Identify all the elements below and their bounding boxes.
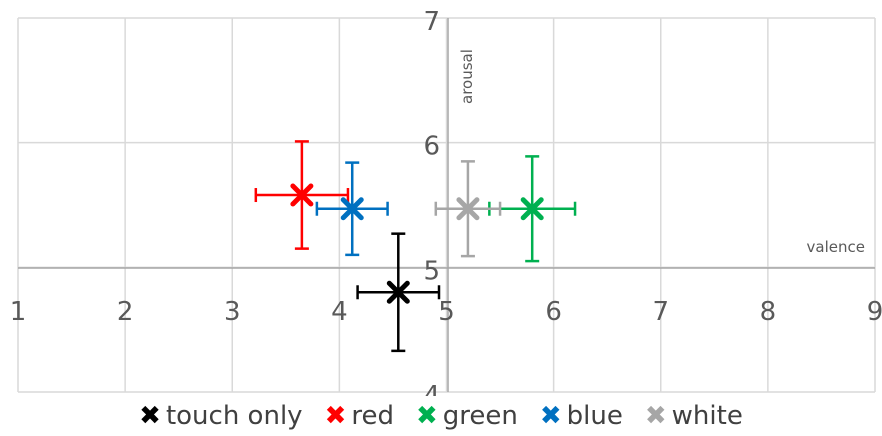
scatter-chart: 1 2 3 4 5 6 7 8 9 4 5 6 7 valence arousal [10, 7, 882, 396]
x-tick-label: 4 [331, 297, 348, 327]
legend-label: red [351, 401, 394, 431]
legend-label: touch only [165, 401, 303, 431]
point-white [434, 160, 502, 258]
point-green [488, 155, 577, 263]
point-red [254, 140, 350, 250]
legend-item: ✖ green [416, 401, 518, 431]
x-marker [386, 280, 410, 304]
x-tick-label: 3 [224, 297, 241, 327]
tick-labels: 1 2 3 4 5 6 7 8 9 4 5 6 7 [10, 7, 882, 396]
point-touch-only [356, 232, 441, 353]
legend-item: ✖ blue [540, 401, 623, 431]
legend-label: green [442, 401, 518, 431]
y-tick-label: 6 [423, 132, 440, 162]
x-marker [456, 197, 480, 221]
grid-lines [17, 17, 876, 393]
legend-item: ✖ white [645, 401, 743, 431]
data-points [254, 140, 577, 353]
x-marker [340, 197, 364, 221]
x-axis-label: valence [807, 238, 865, 256]
y-tick-label: 7 [423, 7, 440, 37]
legend: ✖ touch only ✖ red ✖ green ✖ blue ✖ white [0, 396, 882, 436]
x-tick-label: 1 [10, 297, 27, 327]
legend-item: ✖ red [325, 401, 394, 431]
x-tick-label: 7 [652, 297, 669, 327]
x-tick-label: 9 [867, 297, 882, 327]
x-marker [520, 197, 544, 221]
y-tick-label: 5 [423, 256, 440, 286]
legend-label: white [671, 401, 743, 431]
x-tick-label: 5 [438, 297, 455, 327]
x-marker-icon: ✖ [139, 401, 161, 431]
y-axis-label: arousal [458, 49, 476, 104]
x-marker [290, 183, 314, 207]
x-tick-label: 2 [117, 297, 134, 327]
y-tick-label: 4 [423, 381, 440, 396]
x-marker-icon: ✖ [644, 401, 667, 431]
x-tick-label: 8 [760, 297, 777, 327]
x-marker-icon: ✖ [415, 401, 438, 431]
legend-item: ✖ touch only [139, 401, 302, 431]
x-tick-label: 6 [545, 297, 562, 327]
x-marker-icon: ✖ [539, 401, 562, 431]
x-marker-icon: ✖ [324, 401, 347, 431]
point-blue [315, 161, 389, 257]
legend-label: blue [566, 401, 623, 431]
